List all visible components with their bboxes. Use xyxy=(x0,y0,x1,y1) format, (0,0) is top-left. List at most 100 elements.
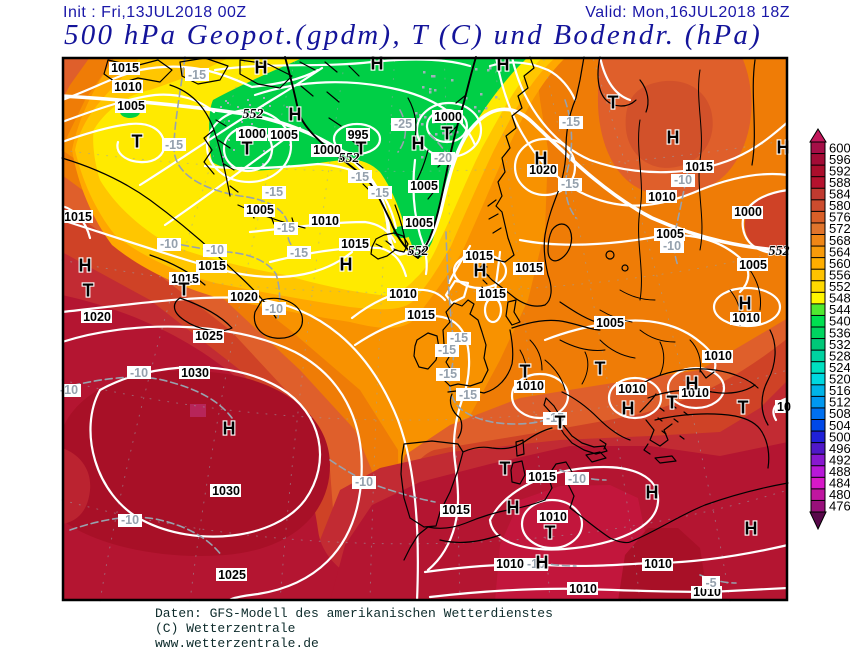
svg-text:1030: 1030 xyxy=(181,366,209,380)
svg-text:1000: 1000 xyxy=(434,110,462,124)
svg-text:1005: 1005 xyxy=(117,99,145,113)
svg-text:1005: 1005 xyxy=(656,227,684,241)
svg-text:-15: -15 xyxy=(265,185,283,199)
svg-text:T: T xyxy=(520,362,531,382)
svg-text:-15: -15 xyxy=(290,246,308,260)
svg-text:1010: 1010 xyxy=(496,557,524,571)
svg-text:1005: 1005 xyxy=(410,179,438,193)
svg-text:484: 484 xyxy=(829,476,850,491)
svg-text:1020: 1020 xyxy=(230,290,258,304)
svg-text:564: 564 xyxy=(829,244,850,259)
svg-text:584: 584 xyxy=(829,187,850,202)
svg-text:528: 528 xyxy=(829,348,850,363)
svg-text:1010: 1010 xyxy=(114,80,142,94)
svg-text:1015: 1015 xyxy=(515,261,543,275)
svg-text:H: H xyxy=(535,149,548,169)
svg-text:1005: 1005 xyxy=(596,316,624,330)
svg-text:480: 480 xyxy=(829,487,850,502)
svg-text:492: 492 xyxy=(829,452,850,467)
svg-text:-10: -10 xyxy=(568,472,586,486)
svg-text:H: H xyxy=(536,553,549,573)
svg-text:H: H xyxy=(79,256,92,276)
svg-text:-10: -10 xyxy=(527,557,545,571)
svg-text:1010: 1010 xyxy=(618,382,646,396)
svg-text:-15: -15 xyxy=(277,221,295,235)
svg-text:H: H xyxy=(667,128,680,148)
svg-text:H: H xyxy=(686,374,699,394)
svg-text:1025: 1025 xyxy=(195,329,223,343)
svg-text:1005: 1005 xyxy=(270,128,298,142)
svg-text:552: 552 xyxy=(243,107,264,122)
svg-text:-10: -10 xyxy=(663,239,681,253)
svg-text:10: 10 xyxy=(777,400,791,414)
svg-text:600: 600 xyxy=(829,140,850,155)
svg-text:1010: 1010 xyxy=(681,386,709,400)
svg-text:1015: 1015 xyxy=(442,503,470,517)
svg-text:-15: -15 xyxy=(165,138,183,152)
svg-text:1015: 1015 xyxy=(111,61,139,75)
svg-text:T: T xyxy=(132,132,143,152)
svg-text:548: 548 xyxy=(829,291,850,306)
svg-text:540: 540 xyxy=(829,314,850,329)
svg-text:H: H xyxy=(412,134,425,154)
svg-text:-10: -10 xyxy=(60,383,78,397)
svg-text:-15: -15 xyxy=(459,388,477,402)
svg-text:H: H xyxy=(474,261,487,281)
svg-text:T: T xyxy=(179,280,190,300)
svg-text:552: 552 xyxy=(339,151,360,166)
svg-text:508: 508 xyxy=(829,406,850,421)
svg-text:-10: -10 xyxy=(160,237,178,251)
svg-text:T: T xyxy=(555,413,566,433)
svg-text:-20: -20 xyxy=(434,151,452,165)
svg-text:T: T xyxy=(242,139,253,159)
svg-text:-10: -10 xyxy=(355,475,373,489)
svg-text:496: 496 xyxy=(829,441,850,456)
svg-text:T: T xyxy=(83,281,94,301)
svg-text:T: T xyxy=(356,139,367,159)
svg-text:T: T xyxy=(667,393,678,413)
svg-text:H: H xyxy=(622,399,635,419)
svg-text:H: H xyxy=(223,419,236,439)
svg-text:1000: 1000 xyxy=(734,205,762,219)
svg-text:1015: 1015 xyxy=(171,272,199,286)
svg-text:1010: 1010 xyxy=(389,287,417,301)
svg-text:T: T xyxy=(442,124,453,144)
svg-text:H: H xyxy=(255,58,268,78)
svg-text:1015: 1015 xyxy=(407,308,435,322)
svg-text:-15: -15 xyxy=(561,177,579,191)
svg-text:1010: 1010 xyxy=(648,190,676,204)
svg-text:1015: 1015 xyxy=(341,237,369,251)
svg-text:1010: 1010 xyxy=(311,214,339,228)
svg-text:532: 532 xyxy=(829,337,850,352)
svg-text:588: 588 xyxy=(829,175,850,190)
svg-text:T: T xyxy=(500,459,511,479)
svg-text:1000: 1000 xyxy=(238,127,266,141)
svg-text:1015: 1015 xyxy=(64,210,92,224)
svg-text:1010: 1010 xyxy=(644,557,672,571)
svg-text:995: 995 xyxy=(348,128,369,142)
svg-text:1020: 1020 xyxy=(83,310,111,324)
svg-text:592: 592 xyxy=(829,163,850,178)
svg-text:572: 572 xyxy=(829,221,850,236)
svg-text:536: 536 xyxy=(829,325,850,340)
svg-text:H: H xyxy=(507,498,520,518)
svg-text:H: H xyxy=(646,483,659,503)
svg-text:552: 552 xyxy=(408,244,429,259)
svg-text:-15: -15 xyxy=(439,367,457,381)
svg-text:516: 516 xyxy=(829,383,850,398)
svg-text:596: 596 xyxy=(829,152,850,167)
svg-text:580: 580 xyxy=(829,198,850,213)
svg-text:1015: 1015 xyxy=(528,470,556,484)
svg-text:576: 576 xyxy=(829,210,850,225)
svg-text:-10: -10 xyxy=(121,513,139,527)
svg-text:556: 556 xyxy=(829,267,850,282)
svg-text:-15: -15 xyxy=(562,115,580,129)
svg-text:-15: -15 xyxy=(188,68,206,82)
svg-text:1010: 1010 xyxy=(704,349,732,363)
svg-text:H: H xyxy=(371,54,384,74)
svg-text:-15: -15 xyxy=(438,343,456,357)
svg-text:1015: 1015 xyxy=(198,259,226,273)
svg-text:H: H xyxy=(289,105,302,125)
svg-text:-10: -10 xyxy=(130,366,148,380)
svg-text:504: 504 xyxy=(829,418,850,433)
